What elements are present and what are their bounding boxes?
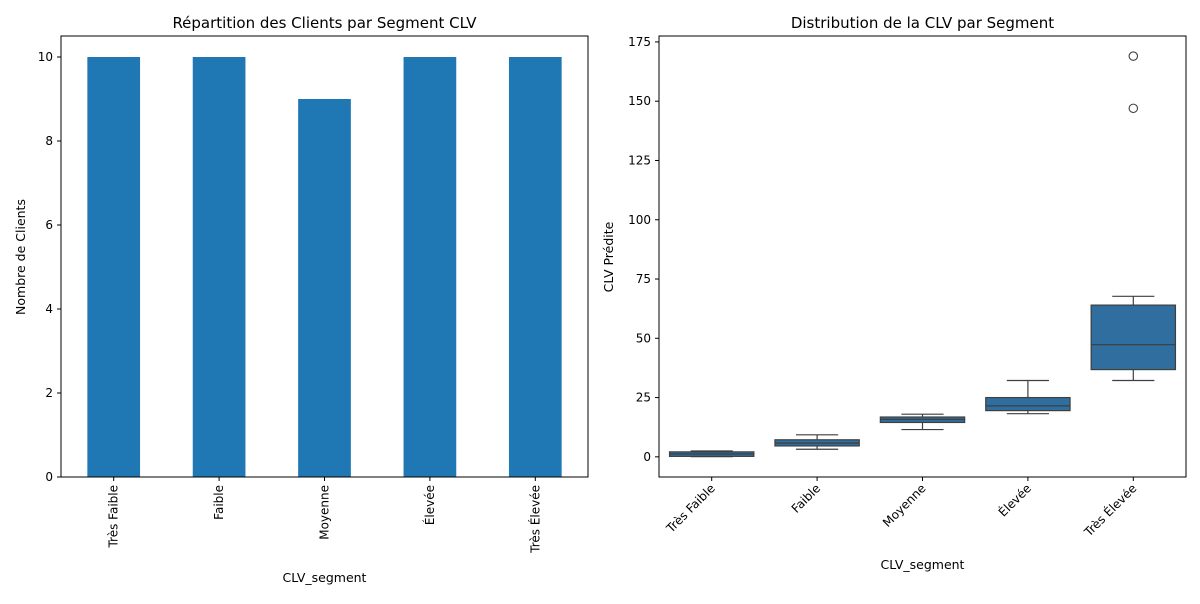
x-tick-label: Faible xyxy=(212,485,226,520)
x-tick-label: Faible xyxy=(789,481,824,516)
outlier-point xyxy=(1128,51,1139,61)
x-tick-label: Très Élevée xyxy=(1080,481,1139,540)
plot-frame xyxy=(658,35,1187,478)
box-chart-axes: 0 25 50 75 100 125 150 175 Très Faible Faible Moye… xyxy=(628,35,1187,540)
box xyxy=(668,450,755,458)
y-tick-label: 25 xyxy=(636,391,651,405)
x-tick-label: Élevée xyxy=(422,485,437,525)
box-chart: Distribution de la CLV par Segment 0 25 50… xyxy=(601,14,1187,572)
box xyxy=(985,379,1071,415)
y-tick-label: 0 xyxy=(643,450,651,464)
bar-chart-title: Répartition des Clients par Segment CLV xyxy=(172,14,477,32)
outlier-point xyxy=(1128,103,1139,114)
y-tick-label: 4 xyxy=(45,302,53,316)
box-chart-xlabel: CLV_segment xyxy=(881,557,965,572)
bar-chart-axes: 0 2 4 6 8 10 Très Faible Faible Moyenne Élevée Trè… xyxy=(38,35,589,554)
bar xyxy=(298,99,351,477)
y-tick-label: 50 xyxy=(636,331,651,345)
y-tick-label: 10 xyxy=(38,50,53,64)
box-group xyxy=(668,51,1177,458)
x-tick-label: Moyenne xyxy=(880,481,929,530)
y-tick-label: 0 xyxy=(45,470,53,484)
y-tick-label: 8 xyxy=(45,134,53,148)
x-tick-label: Très Élevée xyxy=(527,485,542,554)
bar-chart-xlabel: CLV_segment xyxy=(283,570,367,585)
bar-group xyxy=(87,57,562,477)
y-tick-label: 75 xyxy=(636,272,651,286)
x-tick-label: Moyenne xyxy=(318,485,332,540)
box-body xyxy=(985,396,1071,412)
y-tick-label: 125 xyxy=(628,153,651,167)
box xyxy=(879,413,966,431)
box-chart-ylabel: CLV Prédite xyxy=(601,221,616,292)
box-body xyxy=(1090,304,1177,371)
y-tick-label: 2 xyxy=(45,386,53,400)
y-tick-label: 175 xyxy=(628,35,651,49)
x-tick-label: Très Faible xyxy=(107,485,121,549)
bar-chart-ylabel: Nombre de Clients xyxy=(13,199,28,315)
y-tick-label: 100 xyxy=(628,213,651,227)
bar xyxy=(508,57,562,477)
x-tick-label: Très Faible xyxy=(663,481,718,536)
box-chart-title: Distribution de la CLV par Segment xyxy=(791,14,1054,32)
bar xyxy=(87,57,141,477)
box xyxy=(1090,51,1177,382)
box xyxy=(774,434,860,450)
bar xyxy=(192,57,246,477)
y-tick-label: 6 xyxy=(45,218,53,232)
bar-chart: Répartition des Clients par Segment CLV … xyxy=(13,14,589,585)
x-tick-label: Élevée xyxy=(995,481,1034,520)
bar xyxy=(403,57,457,477)
y-tick-label: 150 xyxy=(628,94,651,108)
